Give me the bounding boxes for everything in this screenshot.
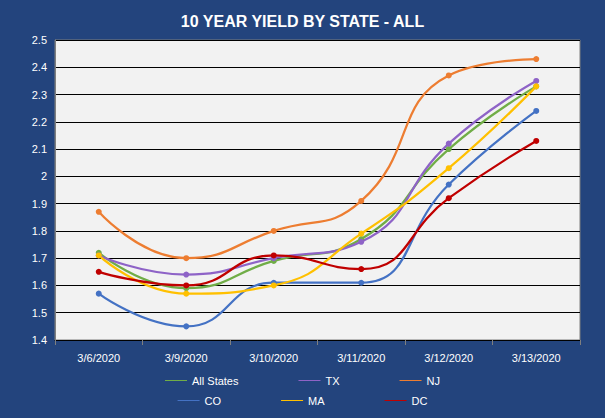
svg-text:All States: All States [192, 375, 239, 387]
svg-text:2.3: 2.3 [32, 89, 47, 101]
svg-text:2.5: 2.5 [32, 34, 47, 46]
svg-text:1.5: 1.5 [32, 307, 47, 319]
svg-text:DC: DC [412, 395, 428, 407]
svg-text:1.7: 1.7 [32, 252, 47, 264]
svg-text:CO: CO [205, 395, 222, 407]
svg-text:1.8: 1.8 [32, 225, 47, 237]
svg-text:2.4: 2.4 [32, 61, 47, 73]
svg-text:1.6: 1.6 [32, 279, 47, 291]
svg-text:10 YEAR YIELD BY STATE - ALL: 10 YEAR YIELD BY STATE - ALL [181, 13, 425, 30]
svg-text:3/11/2020: 3/11/2020 [337, 352, 385, 364]
svg-text:1.4: 1.4 [32, 334, 47, 346]
svg-text:2: 2 [41, 170, 47, 182]
svg-text:3/6/2020: 3/6/2020 [77, 352, 120, 364]
svg-text:NJ: NJ [427, 375, 440, 387]
svg-text:3/12/2020: 3/12/2020 [424, 352, 473, 364]
svg-text:3/13/2020: 3/13/2020 [512, 352, 561, 364]
svg-text:3/10/2020: 3/10/2020 [249, 352, 298, 364]
svg-text:1.9: 1.9 [32, 198, 47, 210]
svg-text:TX: TX [325, 375, 340, 387]
svg-text:2.1: 2.1 [32, 143, 47, 155]
svg-text:2.2: 2.2 [32, 116, 47, 128]
svg-text:3/9/2020: 3/9/2020 [165, 352, 208, 364]
svg-text:MA: MA [308, 395, 325, 407]
